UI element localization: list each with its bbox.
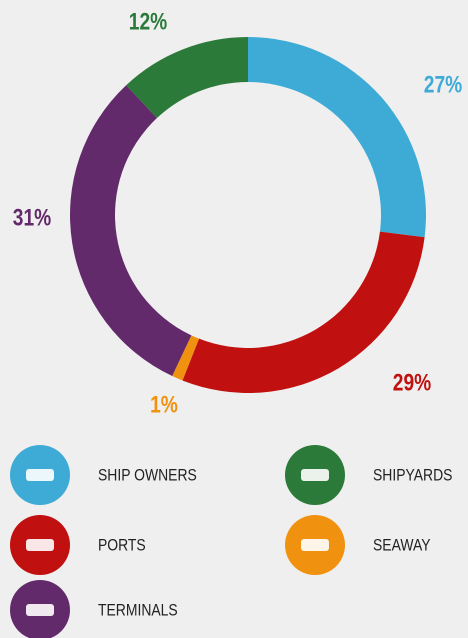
donut-slice [248,37,426,238]
donut-slice [126,37,248,119]
value-label: 31% [13,203,51,231]
legend-label: SHIP OWNERS [98,466,197,485]
legend-glyph [26,604,54,616]
value-label: 1% [150,390,178,418]
value-label: 29% [393,368,431,396]
legend-label: PORTS [98,536,146,555]
donut-slice [182,231,425,394]
legend-glyph [26,539,54,551]
legend-glyph [301,469,329,481]
value-label: 12% [129,7,167,35]
donut-slice [172,335,200,381]
value-label: 27% [424,70,462,98]
legend-glyph [301,539,329,551]
legend-label: TERMINALS [98,601,178,620]
legend-glyph [26,469,54,481]
legend-label: SEAWAY [373,536,431,555]
legend-label: SHIPYARDS [373,466,452,485]
donut-slice [69,85,192,377]
